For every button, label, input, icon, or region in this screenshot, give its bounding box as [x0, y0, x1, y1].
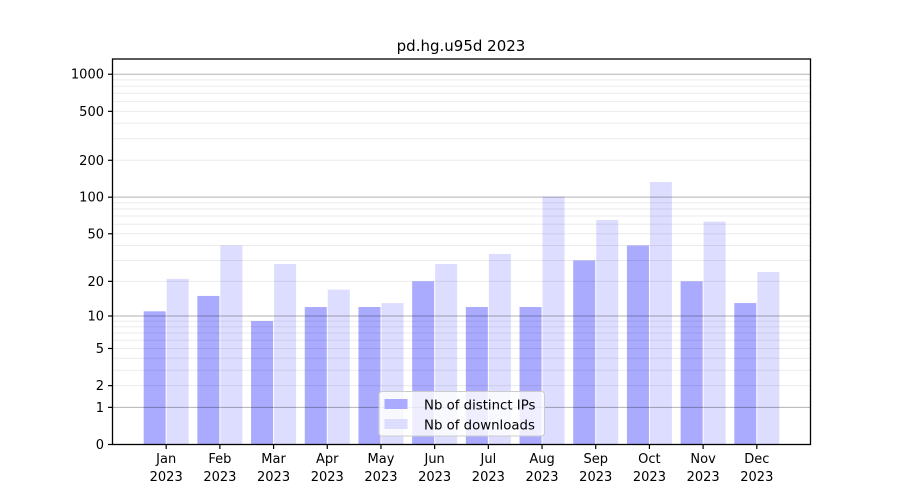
bar-oct-ips	[626, 245, 649, 445]
x-tick-label-year: 2023	[150, 470, 183, 485]
bar-apr-downloads	[327, 289, 350, 445]
y-tick-label: 5	[96, 342, 104, 357]
x-tick-label-year: 2023	[525, 470, 558, 485]
y-tick-label: 500	[79, 105, 104, 120]
y-tick-label: 1	[96, 401, 104, 416]
legend: Nb of distinct IPs Nb of downloads	[378, 391, 545, 437]
x-tick-label-month: Aug	[529, 452, 554, 467]
bar-dec-downloads	[757, 271, 780, 445]
bar-jan-downloads	[166, 278, 189, 445]
x-tick-label-month: May	[368, 452, 395, 467]
y-tick-label: 100	[79, 191, 104, 206]
y-tick-label: 20	[87, 275, 104, 290]
bar-apr-ips	[304, 307, 327, 445]
y-tick-label: 50	[87, 227, 104, 242]
bar-mar-ips	[251, 321, 274, 445]
bar-feb-ips	[197, 295, 220, 445]
bar-nov-ips	[680, 281, 703, 445]
bar-oct-downloads	[649, 182, 672, 445]
x-tick-label-year: 2023	[311, 470, 344, 485]
bar-sep-ips	[573, 260, 596, 445]
y-tick-label: 2	[96, 379, 104, 394]
bar-may-ips	[358, 307, 381, 445]
y-tick-label: 10	[87, 309, 104, 324]
x-tick-label-year: 2023	[418, 470, 451, 485]
bar-sep-downloads	[596, 219, 619, 445]
x-tick-label-year: 2023	[579, 470, 612, 485]
x-tick-label-month: Jun	[423, 452, 444, 467]
x-tick-label-month: Apr	[316, 452, 339, 467]
y-tick-label: 1000	[71, 68, 104, 83]
x-tick-label-year: 2023	[364, 470, 397, 485]
bar-feb-downloads	[220, 245, 243, 445]
x-tick-label-year: 2023	[203, 470, 236, 485]
x-tick-label-year: 2023	[472, 470, 505, 485]
legend-label-downloads: Nb of downloads	[424, 418, 535, 433]
legend-label-ips: Nb of distinct IPs	[424, 398, 536, 413]
bar-aug-downloads	[542, 196, 565, 445]
legend-swatch-downloads	[384, 419, 408, 429]
axes-layer: 0 1 2 5 10 20 50 100 200 500 1000 Jan 2023 Feb 2023 Mar…	[71, 58, 812, 485]
x-tick-label-month: Feb	[208, 452, 231, 467]
x-tick-label-month: Dec	[744, 452, 769, 467]
x-tick-label-year: 2023	[257, 470, 290, 485]
legend-box	[378, 391, 545, 437]
chart-title: pd.hg.u95d 2023	[397, 37, 526, 55]
y-tick-label: 200	[79, 154, 104, 169]
x-tick-label-month: Nov	[690, 452, 716, 467]
x-tick-label-month: Sep	[583, 452, 608, 467]
plot-frame	[111, 58, 812, 446]
y-tick-label: 0	[96, 438, 104, 453]
x-tick-label-year: 2023	[633, 470, 666, 485]
bar-jan-ips	[143, 311, 166, 445]
x-tick-label-month: Oct	[638, 452, 660, 467]
x-tick-label-month: Jan	[155, 452, 176, 467]
x-tick-label-month: Jul	[480, 452, 497, 467]
legend-swatch-ips	[384, 399, 408, 409]
bar-mar-downloads	[274, 264, 297, 445]
x-tick-label-year: 2023	[687, 470, 720, 485]
x-tick-label-month: Mar	[261, 452, 286, 467]
bar-dec-ips	[734, 303, 757, 445]
bar-nov-downloads	[703, 221, 726, 445]
grid-layer	[112, 73, 811, 408]
x-tick-label-year: 2023	[740, 470, 773, 485]
